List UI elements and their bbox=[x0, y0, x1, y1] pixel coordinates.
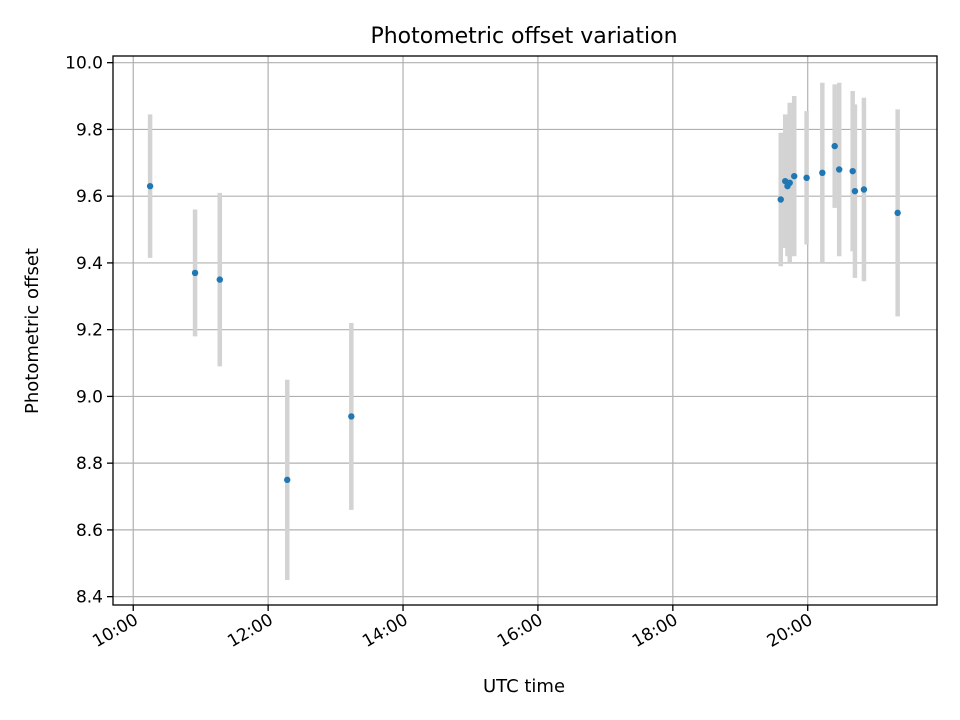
data-point bbox=[851, 187, 859, 195]
data-point bbox=[786, 179, 793, 187]
x-tick-label: 14:00 bbox=[359, 610, 411, 652]
grid-layer bbox=[113, 56, 937, 605]
data-point bbox=[777, 196, 784, 203]
data-point bbox=[348, 413, 355, 420]
x-tick-label: 12:00 bbox=[224, 610, 276, 652]
data-point bbox=[791, 172, 798, 180]
data-point bbox=[894, 209, 901, 217]
y-tick-label: 8.4 bbox=[76, 588, 103, 608]
y-tick-label: 9.8 bbox=[76, 120, 103, 140]
x-tick-label: 18:00 bbox=[629, 610, 681, 652]
y-tick-label: 8.8 bbox=[76, 454, 103, 474]
x-tick-label: 10:00 bbox=[89, 610, 141, 652]
data-point bbox=[191, 269, 199, 277]
data-point bbox=[860, 186, 868, 193]
data-point bbox=[819, 169, 826, 177]
y-tick-label: 10.0 bbox=[65, 54, 103, 74]
x-tick-label: 20:00 bbox=[764, 610, 816, 652]
data-point bbox=[835, 166, 843, 173]
y-axis-label: Photometric offset bbox=[22, 248, 43, 414]
data-point bbox=[284, 476, 291, 484]
x-tick-label: 16:00 bbox=[494, 610, 546, 652]
y-tick-label: 9.2 bbox=[76, 321, 103, 341]
data-point bbox=[831, 142, 838, 150]
chart-title: Photometric offset variation bbox=[370, 24, 677, 49]
y-tick-label: 9.0 bbox=[76, 387, 103, 407]
data-point bbox=[803, 174, 810, 182]
data-point bbox=[146, 182, 154, 190]
errorbar-layer bbox=[147, 82, 900, 580]
plot-frame bbox=[112, 55, 938, 606]
x-axis-label: UTC time bbox=[483, 676, 565, 697]
point-layer bbox=[146, 142, 901, 484]
data-point bbox=[216, 276, 223, 283]
y-tick-label: 8.6 bbox=[76, 521, 103, 541]
tick-layer: 10:00 12:00 14:00 16:00 18:00 20:00 8.4 8.6 8.8 9… bbox=[65, 54, 816, 652]
data-point bbox=[849, 167, 856, 175]
y-tick-label: 9.4 bbox=[76, 254, 103, 274]
y-tick-label: 9.6 bbox=[76, 187, 103, 207]
